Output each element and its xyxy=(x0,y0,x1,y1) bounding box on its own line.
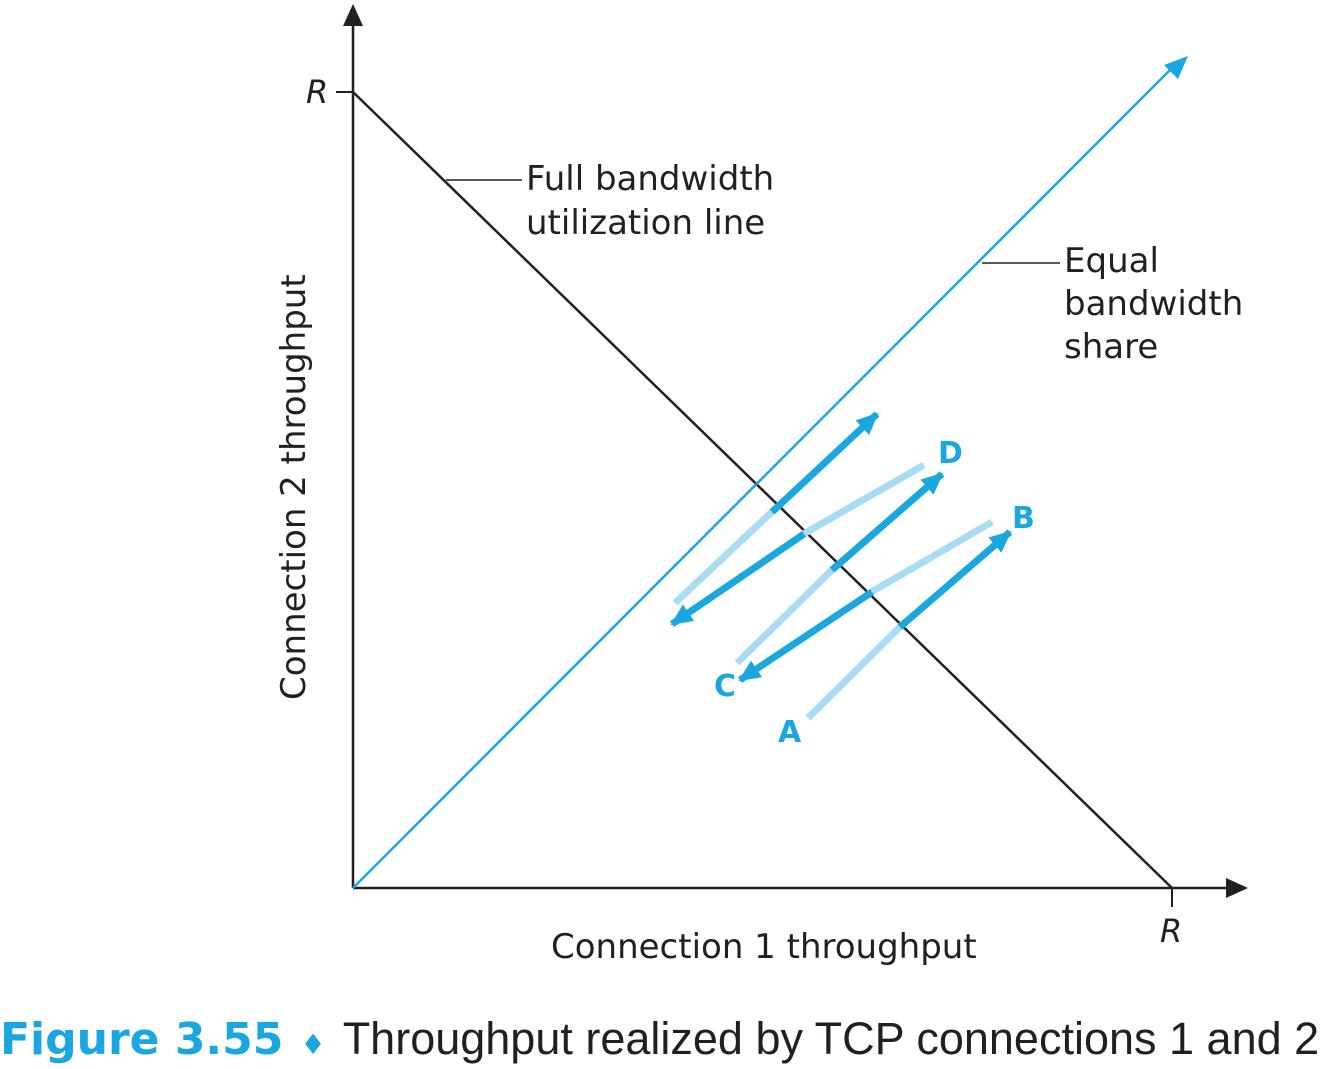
path-d-e-tail xyxy=(798,461,926,540)
figure-caption: Figure 3.55 ♦ Throughput realized by TCP… xyxy=(0,1013,1319,1065)
path-e-f-tail xyxy=(672,505,779,606)
y-axis-arrowhead xyxy=(343,4,363,26)
path-c-d-tail xyxy=(734,563,839,666)
full-bandwidth-label-line1: Full bandwidth xyxy=(526,159,774,199)
equal-share-label-line1: Equal xyxy=(1064,241,1159,281)
path-b-c-head xyxy=(738,589,874,683)
full-bandwidth-line xyxy=(352,91,1173,889)
point-c-label: C xyxy=(714,669,736,704)
equal-share-label-line3: share xyxy=(1064,327,1158,367)
x-axis-label: Connection 1 throughput xyxy=(551,927,977,967)
equal-share-label: Equal bandwidth share xyxy=(1064,241,1254,367)
caption-text: Throughput realized by TCP connections 1… xyxy=(343,1013,1319,1064)
y-axis-label: Connection 2 throughput xyxy=(274,274,314,700)
caption-separator: ♦ xyxy=(300,1028,325,1061)
equal-share-arrowhead xyxy=(1164,56,1188,79)
point-a-label: A xyxy=(778,715,802,750)
path-b-c-tail xyxy=(866,518,994,598)
x-axis-r-label: R xyxy=(1160,912,1182,950)
full-bandwidth-label-line2: utilization line xyxy=(526,203,765,243)
path-d-e-head xyxy=(670,531,806,627)
path-a-b-tail xyxy=(805,619,908,721)
path-e-f-head xyxy=(769,411,880,515)
equal-share-label-line2: bandwidth xyxy=(1064,284,1243,324)
equal-share-line xyxy=(352,67,1173,889)
point-d-label: D xyxy=(938,436,963,471)
full-bandwidth-label: Full bandwidth utilization line xyxy=(526,159,785,243)
x-axis-arrowhead xyxy=(1226,878,1248,898)
path-a-b-head xyxy=(897,529,1013,630)
point-b-label: B xyxy=(1012,501,1035,536)
y-axis-r-label: R xyxy=(306,73,328,111)
caption-figure-number: Figure 3.55 xyxy=(0,1014,283,1065)
path-c-d-head xyxy=(829,471,945,573)
